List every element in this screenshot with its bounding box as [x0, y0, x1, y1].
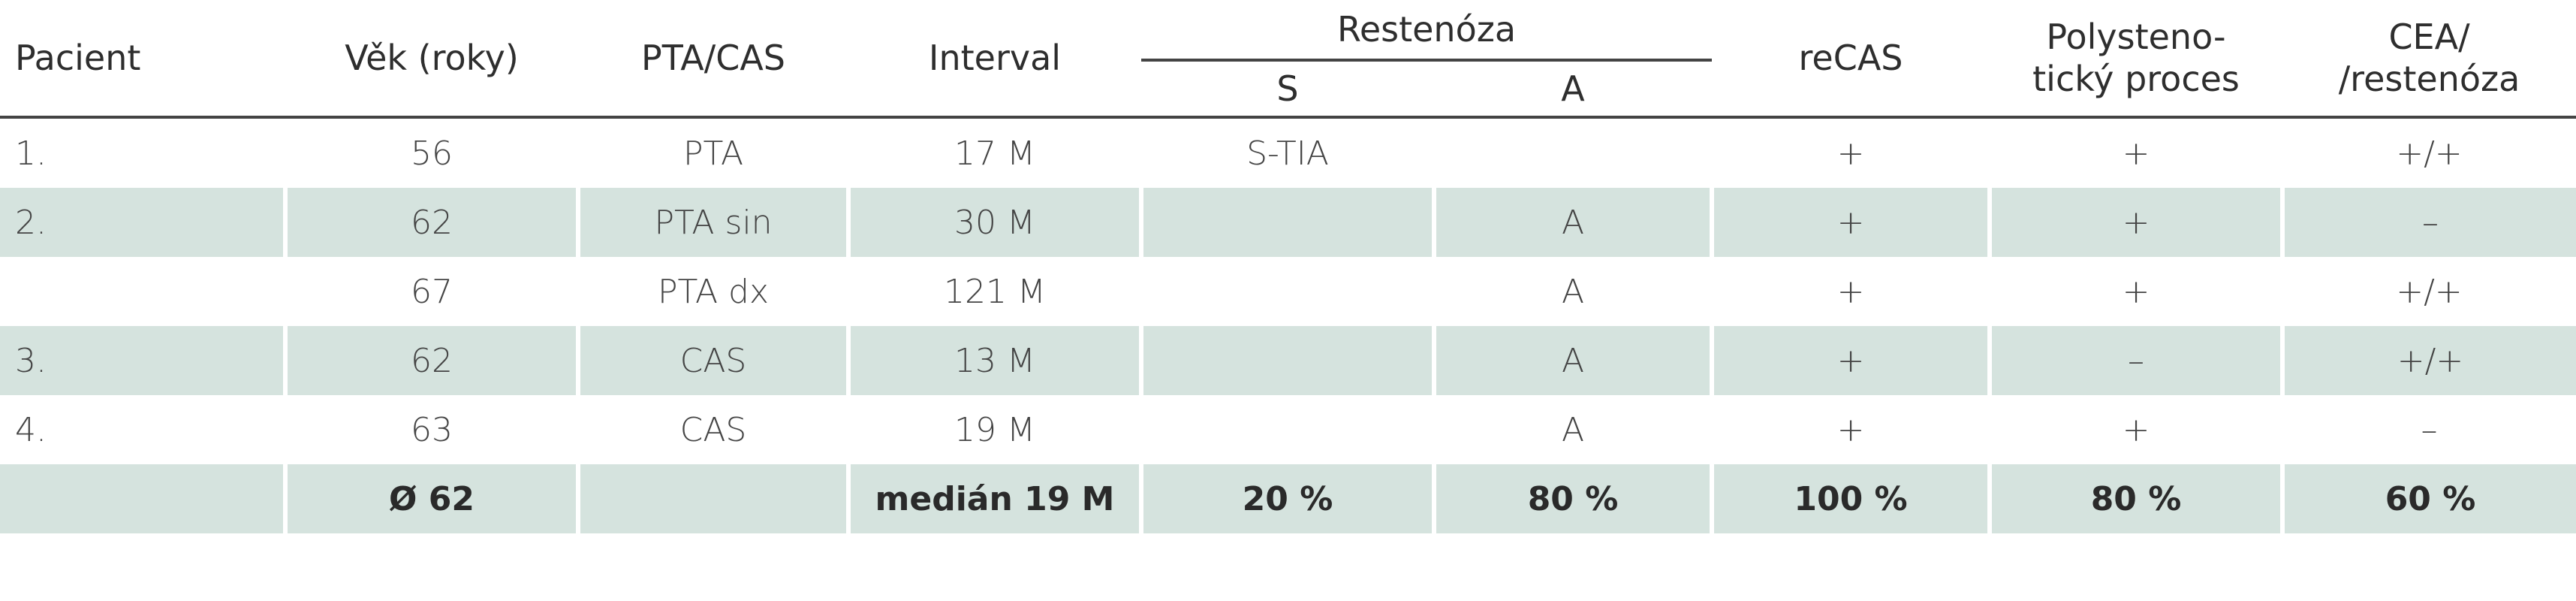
cell-cea: +/+ — [2280, 326, 2576, 395]
header-polystenoticky-line2: tický proces — [2032, 59, 2240, 99]
cell-pta-cas: CAS — [679, 410, 747, 449]
cell-s — [1139, 188, 1434, 257]
restenosis-table: Pacient Věk (roky) PTA/CAS Interval Rest… — [0, 0, 2576, 533]
cell-vek: 63 — [411, 410, 453, 449]
cell-recas: + — [1836, 272, 1865, 311]
header-recas: reCAS — [1712, 0, 1990, 119]
cell-poly: – — [1987, 326, 2283, 395]
cell-recas: + — [1710, 326, 1990, 395]
cell-a: A — [1561, 272, 1585, 311]
summary-cea: 60 % — [2280, 464, 2576, 533]
header-cea-line1: CEA/ — [2388, 17, 2470, 57]
cell-a: A — [1431, 188, 1713, 257]
table-row: 4. 63 CAS 19 M A + + – — [0, 395, 2576, 464]
cell-pta-cas: PTA dx — [657, 272, 770, 311]
summary-interval: medián 19 M — [846, 464, 1141, 533]
summary-pacient — [0, 464, 285, 533]
cell-cea: +/+ — [2396, 272, 2463, 311]
cell-vek: 67 — [411, 272, 453, 311]
cell-s — [1141, 257, 1434, 326]
summary-vek: Ø 62 — [283, 464, 578, 533]
cell-poly: + — [2122, 410, 2150, 449]
cell-s: S-TIA — [1246, 134, 1329, 173]
cell-pacient: 1. — [15, 134, 47, 173]
cell-s — [1139, 326, 1434, 395]
summary-recas: 100 % — [1710, 464, 1990, 533]
header-a: A — [1434, 60, 1713, 119]
cell-s — [1141, 395, 1434, 464]
header-s: S — [1141, 60, 1434, 119]
cell-recas: + — [1836, 410, 1865, 449]
table-row: 1. 56 PTA 17 M S-TIA + + +/+ — [0, 117, 2576, 188]
header-polystenoticky-line1: Polysteno- — [2046, 17, 2226, 57]
cell-cea: – — [2280, 188, 2576, 257]
table-row: 2. 62 PTA sin 30 M A + + – — [0, 188, 2576, 257]
cell-interval: 121 M — [944, 272, 1046, 311]
summary-s: 20 % — [1139, 464, 1434, 533]
table-header: Pacient Věk (roky) PTA/CAS Interval Rest… — [0, 0, 2576, 119]
cell-poly: + — [1987, 188, 2283, 257]
cell-pacient: 3. — [0, 326, 285, 395]
header-restenoza: Restenóza — [1141, 0, 1713, 62]
cell-cea: +/+ — [2396, 134, 2463, 173]
cell-vek: 62 — [283, 326, 578, 395]
header-cea-line2: /restenóza — [2338, 59, 2520, 99]
cell-a: A — [1431, 326, 1713, 395]
cell-vek: 62 — [283, 188, 578, 257]
header-interval: Interval — [848, 0, 1141, 119]
header-polystenoticky: Polysteno- tický proces — [1990, 0, 2283, 119]
cell-interval: 17 M — [954, 134, 1035, 173]
cell-recas: + — [1710, 188, 1990, 257]
cell-pacient: 2. — [0, 188, 285, 257]
cell-a: A — [1561, 410, 1585, 449]
header-cea: CEA/ /restenóza — [2282, 0, 2576, 119]
cell-interval: 13 M — [846, 326, 1141, 395]
table-row: 3. 62 CAS 13 M A + – +/+ — [0, 326, 2576, 395]
summary-a: 80 % — [1431, 464, 1713, 533]
cell-recas: + — [1836, 134, 1865, 173]
cell-interval: 19 M — [954, 410, 1035, 449]
cell-interval: 30 M — [846, 188, 1141, 257]
summary-pta-cas — [576, 464, 848, 533]
cell-pta-cas: PTA sin — [576, 188, 848, 257]
header-vek: Věk (roky) — [285, 0, 578, 119]
table-body: 1. 56 PTA 17 M S-TIA + + +/+ 2. 62 PTA s… — [0, 117, 2576, 533]
summary-row: Ø 62 medián 19 M 20 % 80 % 100 % 80 % 60… — [0, 464, 2576, 533]
cell-cea: – — [2421, 410, 2438, 449]
cell-a — [1434, 117, 1712, 188]
summary-poly: 80 % — [1987, 464, 2283, 533]
table-row: 67 PTA dx 121 M A + + +/+ — [0, 257, 2576, 326]
header-pacient: Pacient — [0, 0, 285, 119]
cell-vek: 56 — [411, 134, 453, 173]
cell-poly: + — [2122, 272, 2150, 311]
header-pta-cas: PTA/CAS — [578, 0, 848, 119]
cell-pta-cas: CAS — [576, 326, 848, 395]
cell-pta-cas: PTA — [682, 134, 744, 173]
cell-poly: + — [2122, 134, 2150, 173]
cell-pacient: 4. — [15, 410, 47, 449]
cell-pacient — [0, 257, 285, 326]
